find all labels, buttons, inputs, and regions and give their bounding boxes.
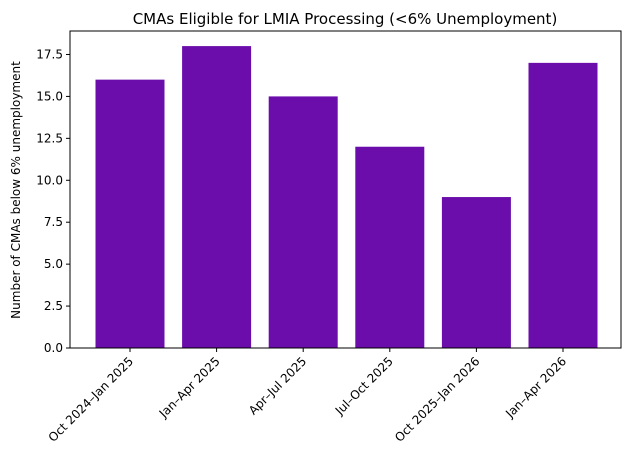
bar <box>528 62 598 348</box>
bar <box>441 197 511 348</box>
y-tick-label: 0.0 <box>44 341 63 355</box>
y-axis-label: Number of CMAs below 6% unemployment <box>9 61 23 319</box>
y-tick-label: 12.5 <box>36 131 63 145</box>
chart-title: CMAs Eligible for LMIA Processing (<6% U… <box>133 10 558 28</box>
x-tick-label: Oct 2025–Jan 2026 <box>392 354 482 444</box>
y-tick-label: 15.0 <box>36 89 63 103</box>
bar <box>268 96 338 349</box>
x-tick-label: Apr–Jul 2025 <box>246 354 309 417</box>
x-tick-label: Jul–Oct 2025 <box>332 354 396 418</box>
plot-frame <box>69 30 622 349</box>
y-tick-label: 5.0 <box>44 257 63 271</box>
y-tick-label: 2.5 <box>44 299 63 313</box>
x-tick-label: Jan–Apr 2026 <box>502 354 569 421</box>
bar <box>355 146 425 348</box>
x-tick-label: Oct 2024–Jan 2025 <box>46 354 136 444</box>
bar <box>95 79 165 349</box>
y-tick-label: 17.5 <box>36 47 63 61</box>
bar <box>182 46 252 348</box>
y-tick-label: 7.5 <box>44 215 63 229</box>
x-tick-label: Jan–Apr 2025 <box>156 354 223 421</box>
y-tick-label: 10.0 <box>36 173 63 187</box>
